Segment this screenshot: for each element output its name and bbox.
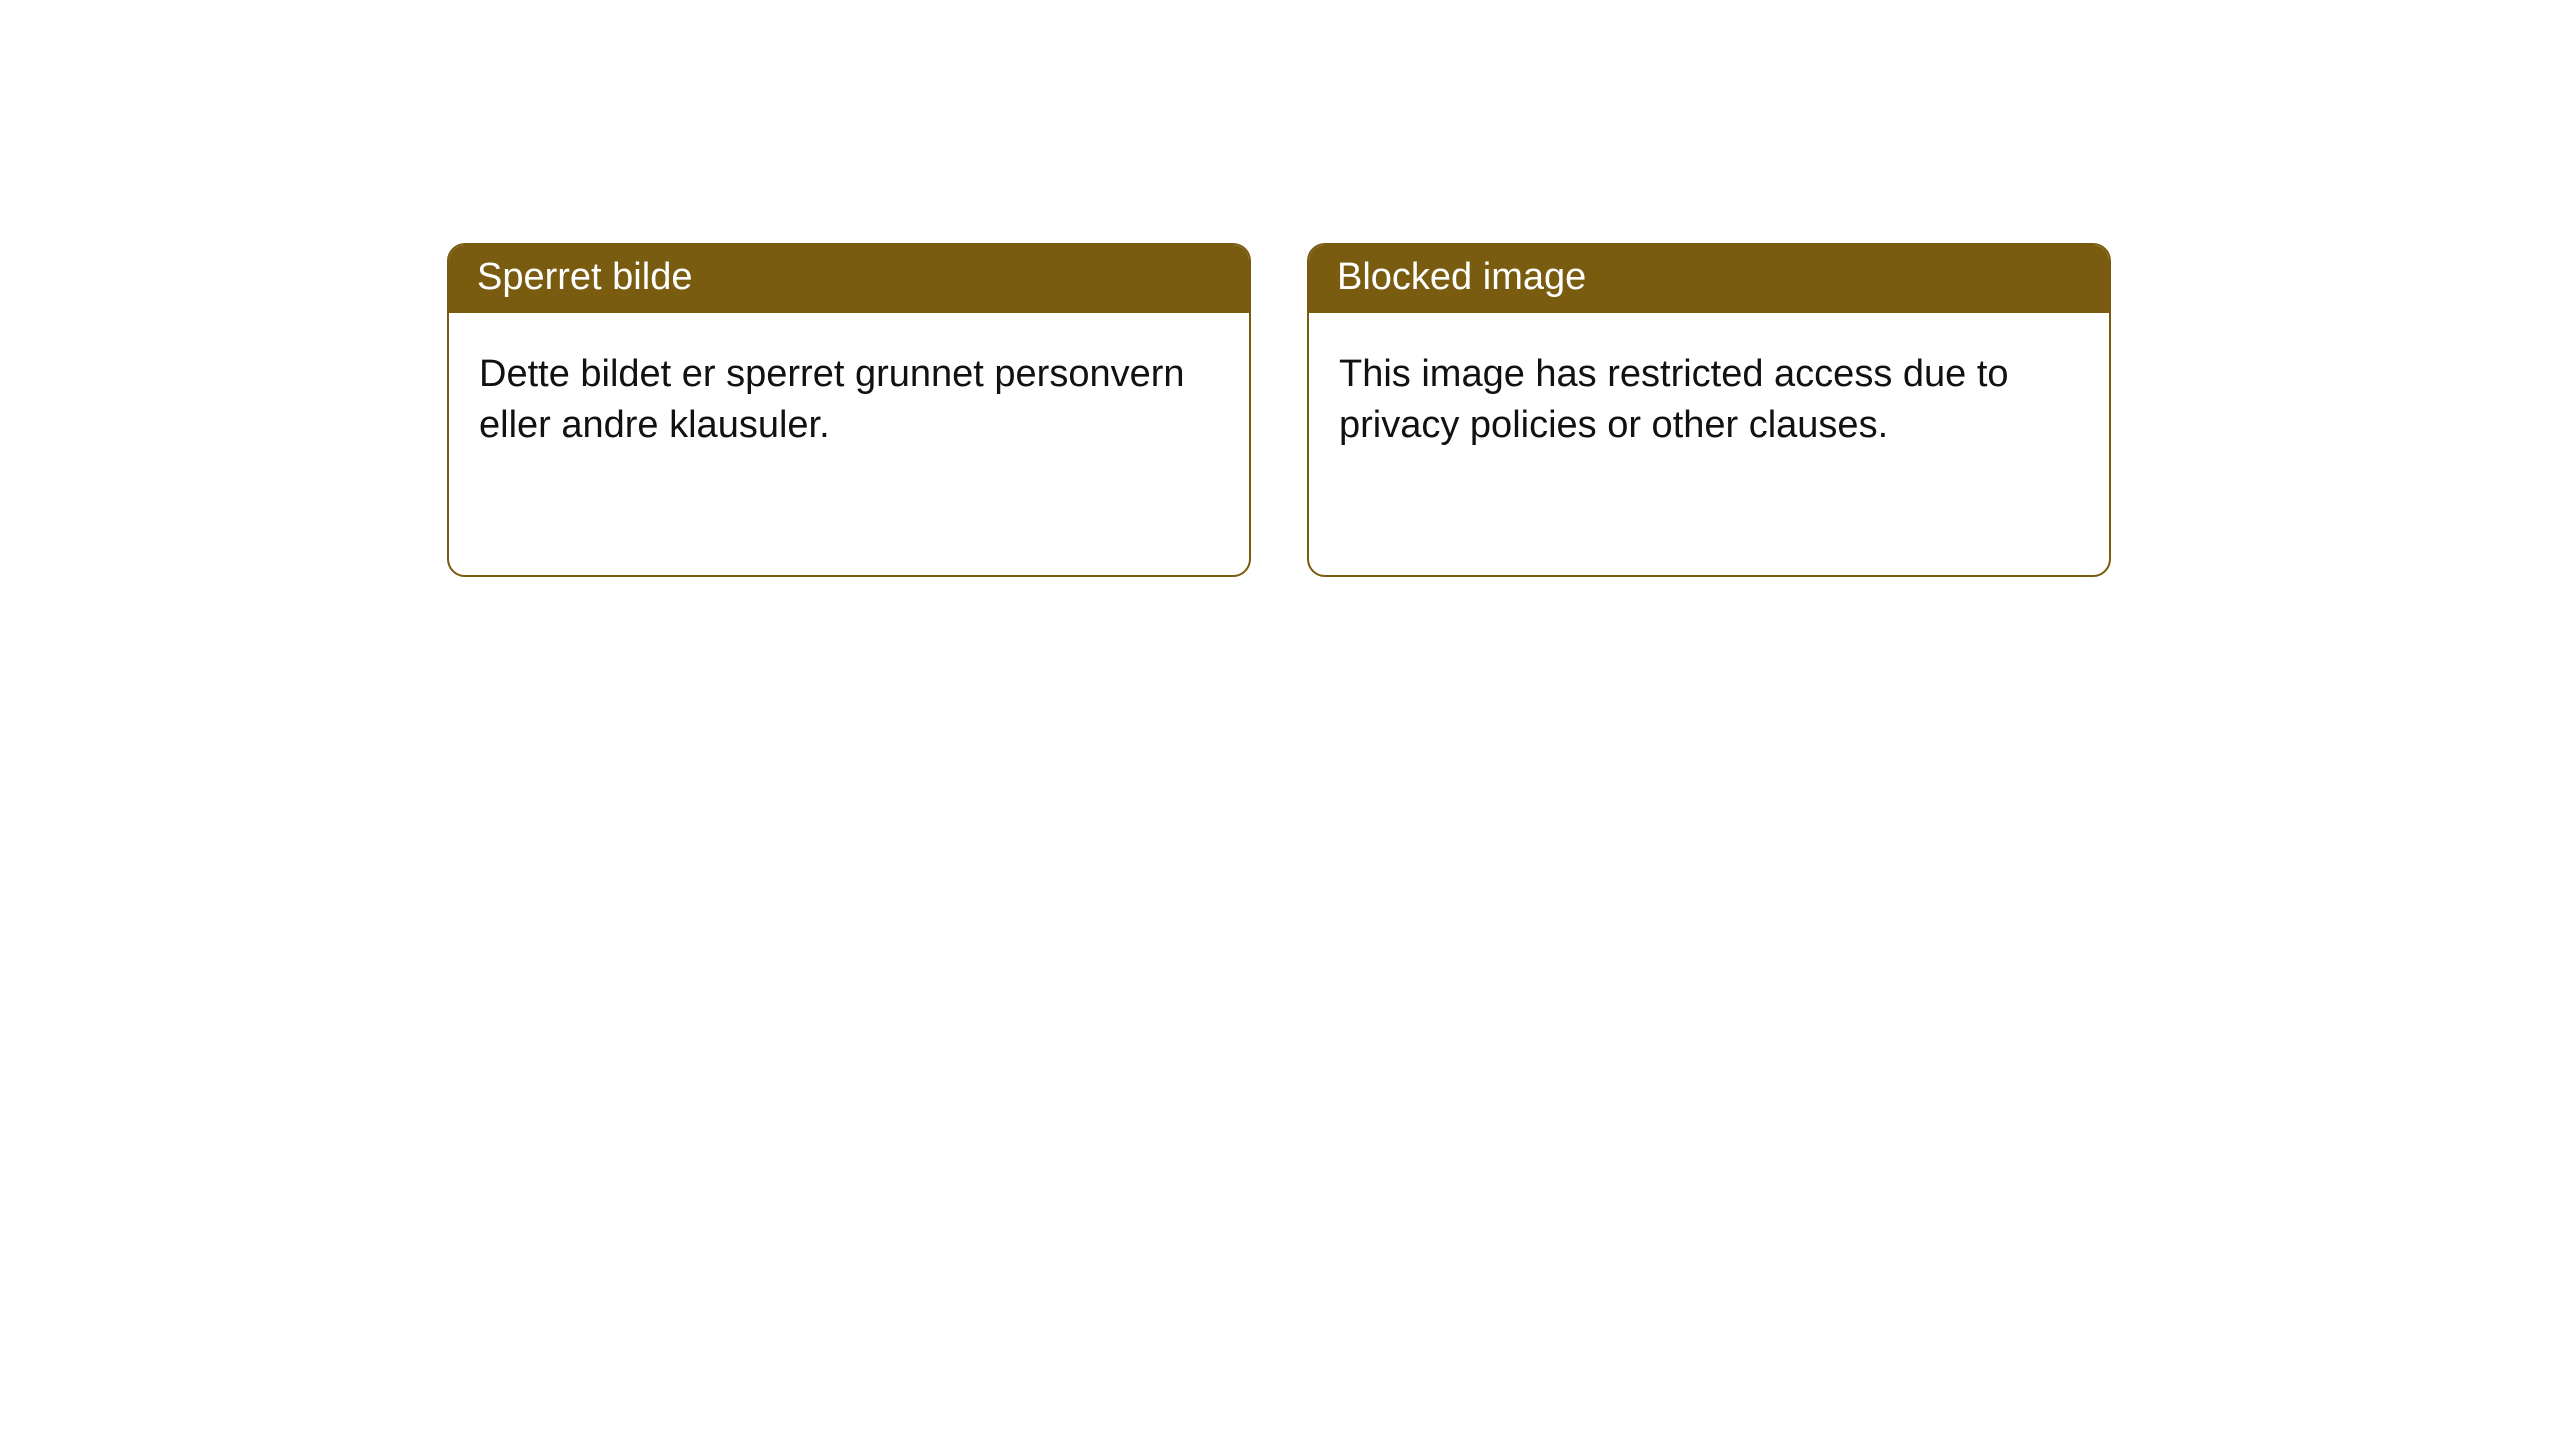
blocked-image-card-en: Blocked image This image has restricted … (1307, 243, 2111, 577)
card-body-en: This image has restricted access due to … (1309, 313, 2109, 482)
card-header-en: Blocked image (1309, 245, 2109, 313)
blocked-image-card-no: Sperret bilde Dette bildet er sperret gr… (447, 243, 1251, 577)
card-body-no: Dette bildet er sperret grunnet personve… (449, 313, 1249, 482)
notice-card-row: Sperret bilde Dette bildet er sperret gr… (0, 0, 2560, 577)
card-header-no: Sperret bilde (449, 245, 1249, 313)
